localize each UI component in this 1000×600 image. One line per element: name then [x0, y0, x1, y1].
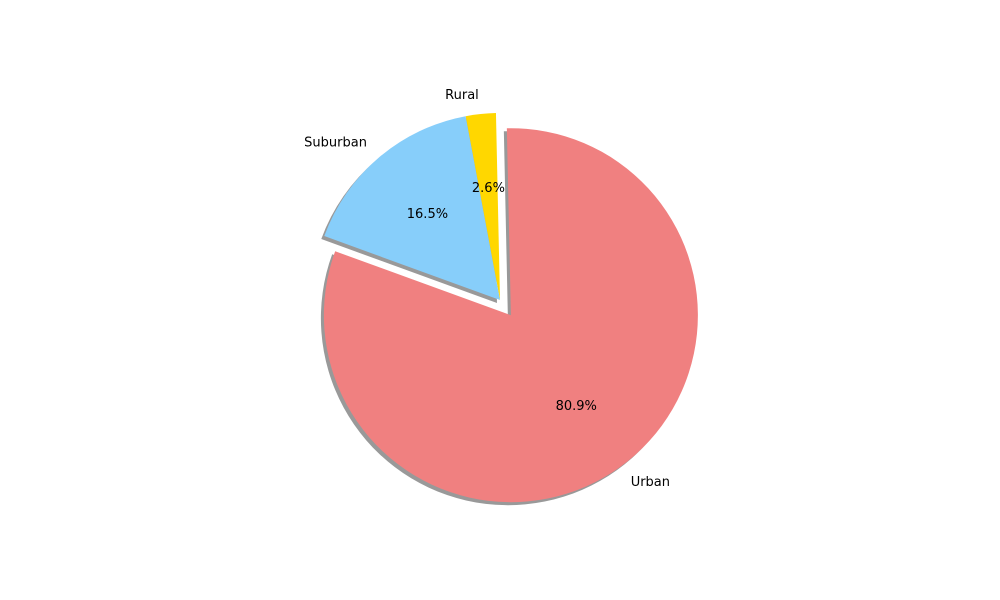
slice-label-suburban: Suburban	[304, 136, 367, 151]
slice-label-urban: Urban	[631, 475, 670, 490]
pie-labels: Urban 80.9% Rural 2.6% Suburban 16.5%	[304, 88, 670, 490]
slice-label-rural: Rural	[445, 88, 479, 103]
slice-percent-suburban: 16.5%	[407, 207, 448, 222]
pie-slice-rural	[465, 113, 500, 300]
pie-slices	[323, 113, 698, 503]
slice-percent-rural: 2.6%	[472, 181, 505, 196]
slice-percent-urban: 80.9%	[556, 399, 597, 414]
pie-slice-suburban	[324, 116, 500, 300]
pie-slice-urban	[323, 128, 698, 503]
